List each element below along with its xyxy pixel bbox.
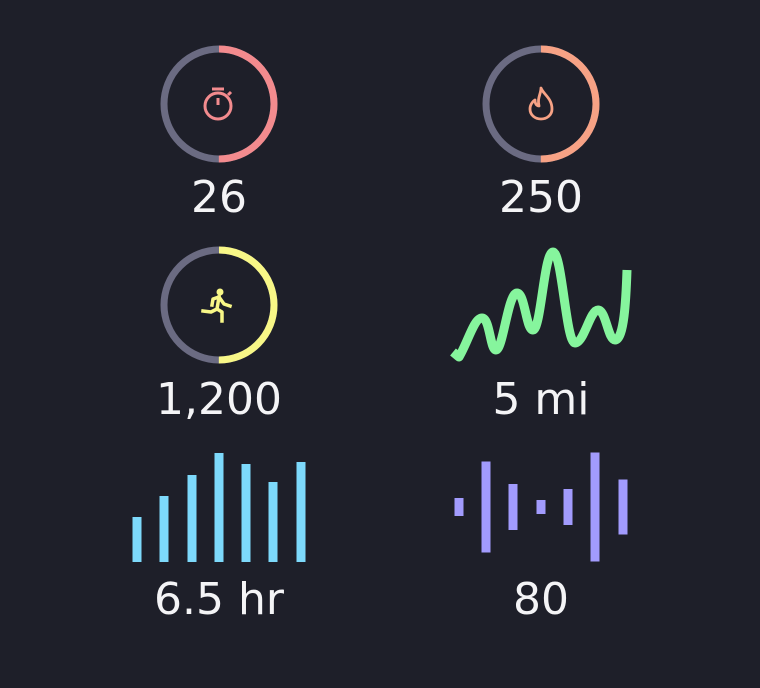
sleep-bar — [296, 462, 306, 562]
steps-value: 1,200 — [156, 374, 282, 425]
audio-wave-bar — [563, 489, 573, 525]
distance-wave-line — [450, 247, 632, 362]
sleep-bar — [241, 464, 251, 562]
sleep-value: 6.5 hr — [154, 574, 284, 625]
sleep-bar — [159, 496, 169, 562]
sleep-bar — [214, 453, 224, 562]
audio-wave-bar — [590, 452, 600, 562]
audio-wave-bar — [481, 461, 491, 553]
flame-ring — [482, 45, 600, 163]
heart-rate-value: 80 — [513, 574, 569, 625]
flame-icon — [528, 86, 554, 121]
running-icon — [201, 288, 233, 323]
audio-wave-bar — [454, 498, 464, 516]
audio-wave-bar — [618, 479, 628, 535]
sleep-bar — [187, 475, 197, 562]
time-value: 26 — [191, 172, 247, 223]
audio-wave-bar — [536, 500, 546, 514]
running-ring — [160, 246, 278, 364]
distance-value: 5 mi — [492, 374, 590, 425]
calories-value: 250 — [499, 172, 583, 223]
ring-progress — [160, 45, 278, 163]
ring-progress — [482, 45, 600, 163]
sleep-bar — [132, 517, 142, 562]
ring-progress — [160, 246, 278, 364]
sleep-bar — [268, 482, 278, 562]
audio-wave-bar — [508, 484, 518, 530]
stopwatch-icon — [203, 87, 233, 121]
stopwatch-ring — [160, 45, 278, 163]
